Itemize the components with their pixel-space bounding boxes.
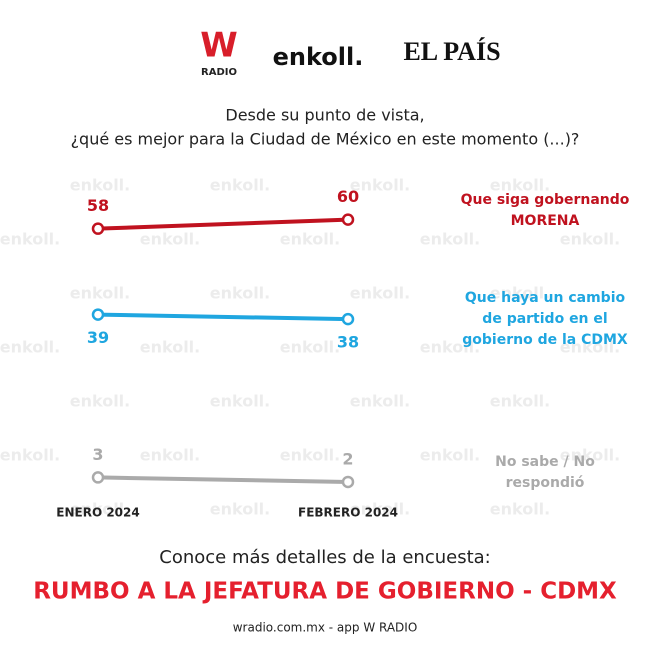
watermarks: enkoll. enkoll. enkoll. enkoll. enkoll. enkol… bbox=[0, 176, 620, 519]
watermark: enkoll. bbox=[350, 500, 411, 519]
watermark: enkoll. bbox=[560, 446, 621, 465]
data-point bbox=[91, 222, 105, 235]
watermark: enkoll. bbox=[420, 446, 481, 465]
series-line bbox=[97, 475, 349, 484]
data-point bbox=[341, 475, 355, 489]
watermark: enkoll. bbox=[490, 284, 551, 303]
watermark: enkoll. bbox=[210, 392, 271, 411]
watermark: enkoll. bbox=[210, 176, 271, 195]
watermark: enkoll. bbox=[350, 284, 411, 303]
legend-label: Que siga gobernando MORENA bbox=[460, 192, 630, 229]
watermark: enkoll. bbox=[280, 338, 341, 357]
data-label: 3 bbox=[92, 445, 103, 464]
watermark: enkoll. bbox=[350, 176, 411, 195]
data-label: 58 bbox=[87, 196, 109, 215]
data-label: 2 bbox=[342, 449, 353, 468]
chart-title: Desde su punto de vista, bbox=[225, 106, 424, 125]
watermark: enkoll. bbox=[70, 284, 131, 303]
watermark: enkoll. bbox=[490, 392, 551, 411]
data-point bbox=[91, 308, 105, 321]
watermark: enkoll. bbox=[140, 230, 201, 249]
watermark: enkoll. bbox=[0, 446, 60, 465]
logo-enkoll: enkoll. bbox=[273, 43, 364, 71]
watermark: enkoll. bbox=[70, 392, 131, 411]
logo-radio: RADIO bbox=[201, 67, 237, 78]
watermark: enkoll. bbox=[0, 230, 60, 249]
x-tick-label: FEBRERO 2024 bbox=[298, 506, 398, 520]
watermark: enkoll. bbox=[350, 392, 411, 411]
legend-label: No sabe / No respondió bbox=[495, 454, 595, 491]
watermark: enkoll. bbox=[560, 230, 621, 249]
data-point bbox=[91, 471, 105, 484]
logo-w: W bbox=[200, 26, 238, 66]
watermark: enkoll. bbox=[490, 176, 551, 195]
series-line bbox=[97, 217, 349, 231]
watermark: enkoll. bbox=[140, 338, 201, 357]
data-label: 60 bbox=[337, 187, 359, 206]
legend-label: Que haya un cambio de partido en el gobi… bbox=[462, 290, 628, 348]
watermark: enkoll. bbox=[560, 338, 621, 357]
watermark: enkoll. bbox=[140, 446, 201, 465]
chart-title: ¿qué es mejor para la Ciudad de México e… bbox=[71, 130, 580, 149]
watermark: enkoll. bbox=[280, 446, 341, 465]
watermark: enkoll. bbox=[210, 500, 271, 519]
data-label: 39 bbox=[87, 328, 109, 347]
series-line bbox=[97, 312, 349, 322]
watermark: enkoll. bbox=[420, 338, 481, 357]
x-tick-label: ENERO 2024 bbox=[56, 506, 139, 520]
footer-source: wradio.com.mx - app W RADIO bbox=[233, 621, 418, 635]
watermark: enkoll. bbox=[420, 230, 481, 249]
logo-elpais: EL PAÍS bbox=[403, 37, 500, 66]
watermark: enkoll. bbox=[490, 500, 551, 519]
footer-headline: RUMBO A LA JEFATURA DE GOBIERNO - CDMX bbox=[33, 579, 617, 605]
data-label: 38 bbox=[337, 333, 359, 352]
watermark: enkoll. bbox=[0, 338, 60, 357]
data-point bbox=[341, 213, 355, 226]
watermark: enkoll. bbox=[210, 284, 271, 303]
watermark: enkoll. bbox=[70, 176, 131, 195]
footer-intro: Conoce más detalles de la encuesta: bbox=[159, 547, 491, 568]
watermark: enkoll. bbox=[280, 230, 341, 249]
data-point bbox=[341, 312, 355, 326]
watermark: enkoll. bbox=[70, 500, 131, 519]
